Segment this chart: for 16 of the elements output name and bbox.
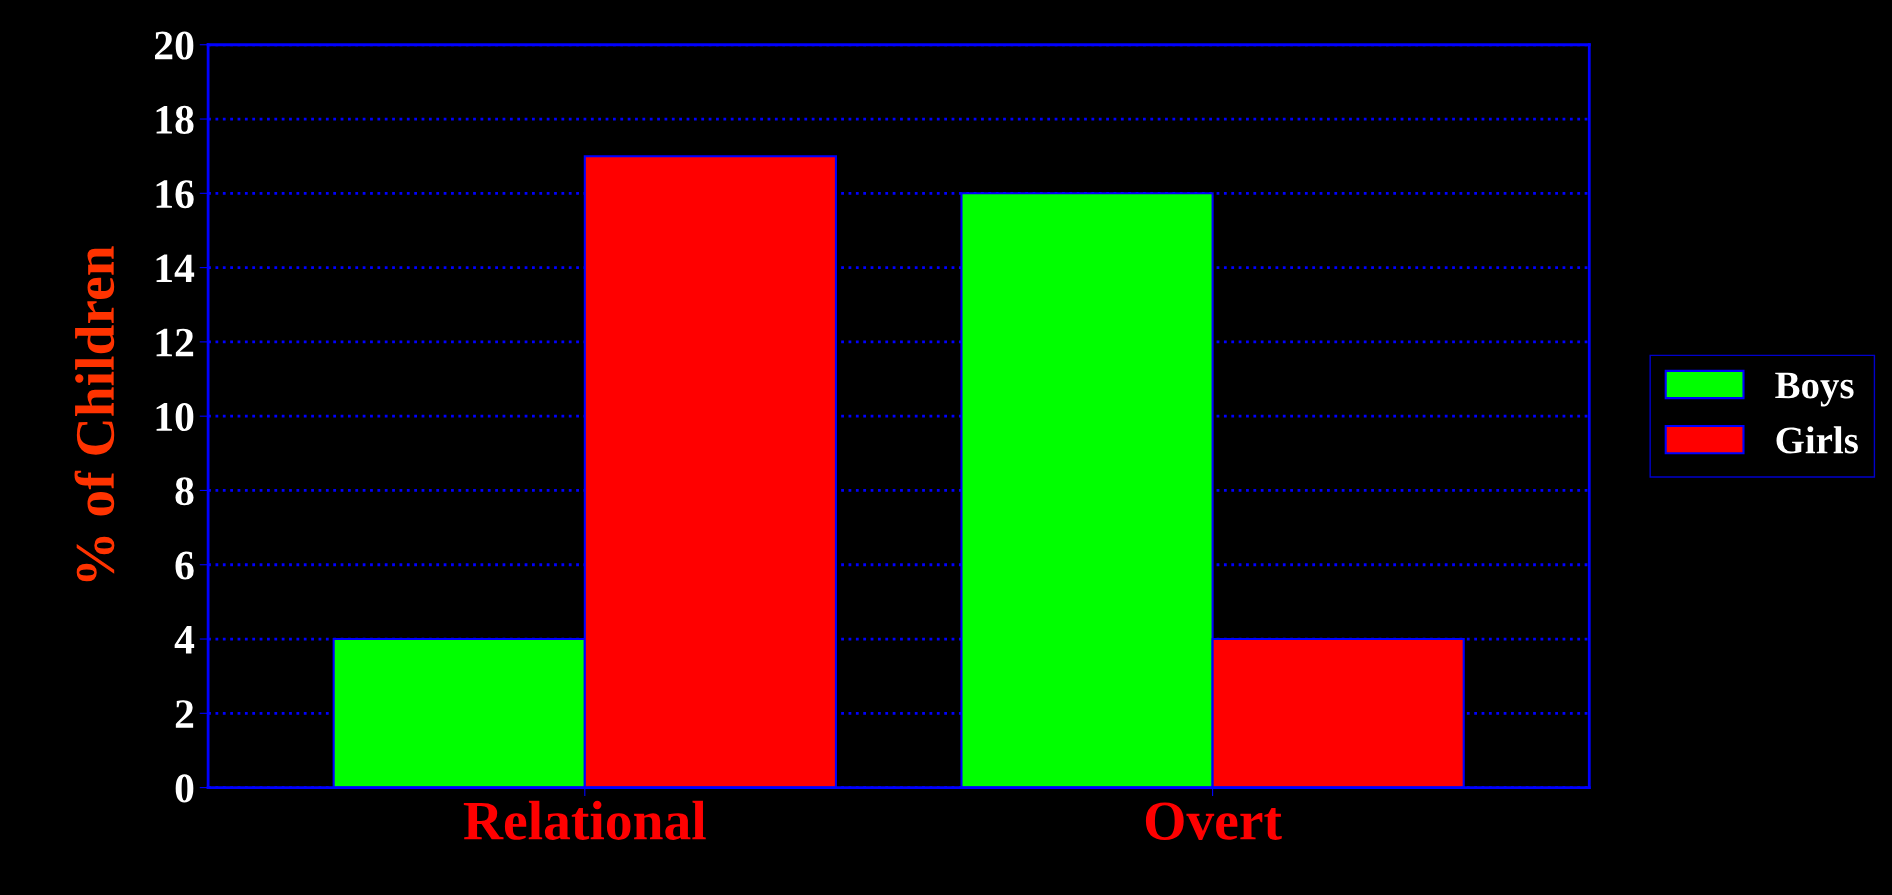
y-tick-label: 20 bbox=[155, 31, 194, 60]
y-tick-label: 4 bbox=[174, 626, 195, 654]
y-axis-title: % of Children bbox=[74, 246, 115, 582]
y-tick-label: 0 bbox=[175, 774, 194, 803]
y-tick-label: 8 bbox=[175, 477, 194, 506]
y-tick-label: 18 bbox=[156, 105, 194, 134]
y-tick-label: 6 bbox=[175, 551, 194, 580]
legend-label: Girls bbox=[1776, 426, 1858, 454]
y-tick-label: 12 bbox=[156, 328, 194, 357]
x-tick-label: Relational bbox=[463, 800, 706, 840]
y-tick-label: 16 bbox=[156, 180, 194, 209]
y-tick-label: 10 bbox=[156, 402, 194, 432]
x-tick-label: Overt bbox=[1145, 802, 1282, 840]
y-tick-label: 2 bbox=[175, 700, 194, 728]
y-tick-label: 14 bbox=[156, 254, 195, 283]
legend-label: Boys bbox=[1775, 372, 1854, 407]
